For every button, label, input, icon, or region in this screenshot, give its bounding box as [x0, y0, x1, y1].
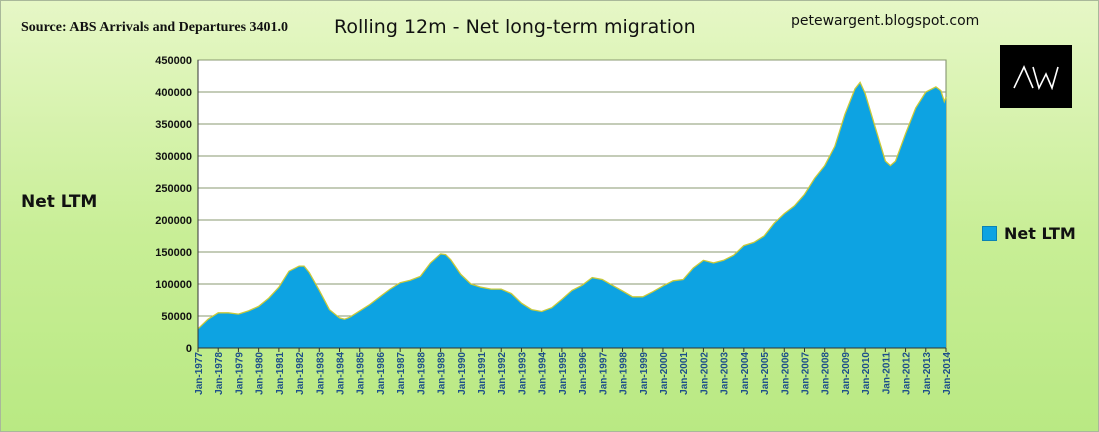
aw-logo-icon: AW [1013, 64, 1059, 90]
x-tick-label: Jan-1984 [336, 352, 347, 395]
x-tick-label: Jan-1991 [477, 352, 488, 395]
x-tick-label: Jan-1986 [376, 352, 387, 395]
legend-swatch [982, 226, 997, 241]
x-tick-label: Jan-1983 [315, 352, 326, 395]
y-tick-label: 250000 [155, 183, 192, 195]
y-tick-label: 50000 [161, 311, 192, 323]
x-tick-label: Jan-2005 [760, 352, 771, 395]
y-axis-label: Net LTM [21, 192, 98, 212]
x-tick-label: Jan-1992 [497, 352, 508, 395]
source-note: Source: ABS Arrivals and Departures 3401… [21, 20, 289, 35]
x-tick-label: Jan-2006 [780, 352, 791, 395]
y-tick-label: 150000 [155, 247, 192, 259]
x-tick-label: Jan-1988 [416, 352, 427, 395]
x-tick-label: Jan-1989 [437, 352, 448, 395]
y-tick-label: 300000 [155, 151, 192, 163]
brand-logo: AW [1000, 45, 1072, 108]
x-tick-label: Jan-2004 [740, 352, 751, 395]
x-tick-label: Jan-1980 [255, 352, 266, 395]
x-tick-label: Jan-1977 [194, 352, 205, 395]
y-tick-label: 400000 [155, 87, 192, 99]
x-tick-label: Jan-1994 [538, 352, 549, 395]
x-tick-label: Jan-1998 [619, 352, 630, 395]
x-tick-label: Jan-1990 [457, 352, 468, 395]
x-tick-label: Jan-1982 [295, 352, 306, 395]
blog-url: petewargent.blogspot.com [791, 13, 980, 29]
series-area-net-ltm [198, 82, 946, 349]
series-edge-net-ltm [197, 81, 947, 330]
x-tick-label: Jan-1993 [517, 352, 528, 395]
y-tick-label: 100000 [155, 279, 192, 291]
x-tick-label: Jan-2000 [659, 352, 670, 395]
y-tick-label: 0 [186, 343, 192, 355]
legend-label: Net LTM [1004, 224, 1076, 243]
x-tick-label: Jan-1979 [234, 352, 245, 395]
x-tick-label: Jan-2014 [942, 352, 953, 395]
x-tick-label: Jan-1981 [275, 352, 286, 395]
x-tick-label: Jan-2003 [720, 352, 731, 395]
x-tick-label: Jan-1985 [356, 352, 367, 395]
x-tick-label: Jan-2007 [800, 352, 811, 395]
x-tick-label: Jan-1995 [558, 352, 569, 395]
y-tick-label: 200000 [155, 215, 192, 227]
x-tick-label: Jan-1978 [214, 352, 225, 395]
x-tick-label: Jan-1996 [578, 352, 589, 395]
x-tick-label: Jan-1997 [598, 352, 609, 395]
x-tick-label: Jan-2002 [699, 352, 710, 395]
x-tick-label: Jan-2009 [841, 352, 852, 395]
x-tick-label: Jan-2012 [902, 352, 913, 395]
x-tick-label: Jan-2011 [881, 352, 892, 395]
x-tick-label: Jan-1987 [396, 352, 407, 395]
x-tick-label: Jan-2010 [861, 352, 872, 395]
x-tick-label: Jan-2013 [922, 352, 933, 395]
x-tick-label: Jan-2008 [821, 352, 832, 395]
y-tick-label: 350000 [155, 119, 192, 131]
x-tick-label: Jan-1999 [639, 352, 650, 395]
legend: Net LTM [982, 224, 1076, 243]
chart-title: Rolling 12m - Net long-term migration [334, 16, 696, 38]
y-tick-label: 450000 [155, 55, 192, 67]
x-tick-label: Jan-2001 [679, 352, 690, 395]
